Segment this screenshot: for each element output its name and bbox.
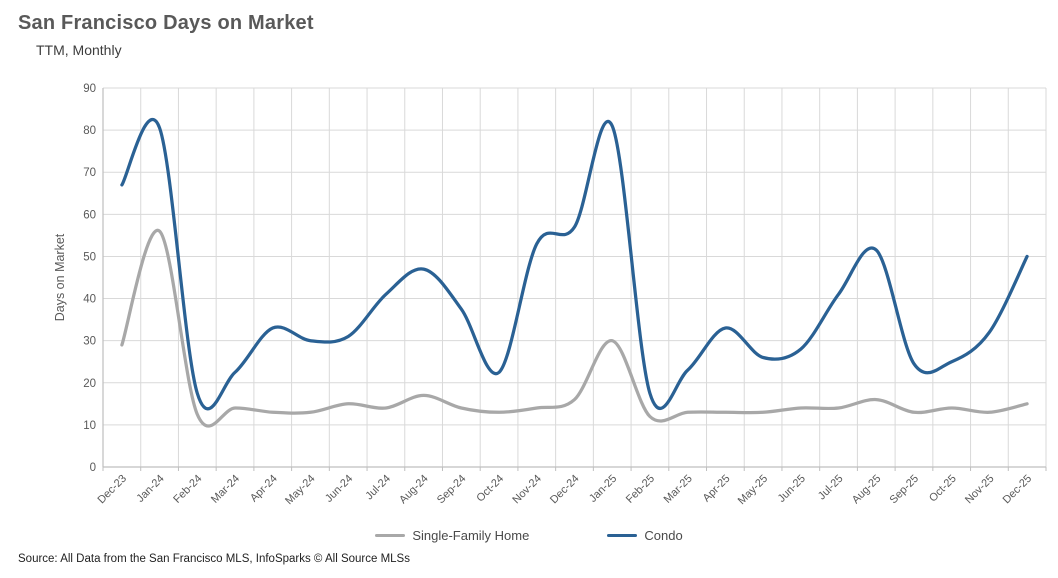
svg-text:70: 70 bbox=[83, 167, 96, 179]
svg-text:Jan-24: Jan-24 bbox=[134, 473, 166, 505]
svg-text:Jul-24: Jul-24 bbox=[363, 473, 393, 503]
single-family-home-line-swatch bbox=[375, 534, 406, 537]
single-family-home-line bbox=[120, 228, 1029, 428]
svg-text:80: 80 bbox=[83, 125, 96, 137]
condo-line-swatch bbox=[607, 534, 638, 537]
svg-text:May-24: May-24 bbox=[283, 473, 317, 507]
svg-text:Oct-24: Oct-24 bbox=[474, 473, 506, 505]
svg-text:Apr-24: Apr-24 bbox=[248, 473, 280, 505]
svg-text:Feb-24: Feb-24 bbox=[171, 473, 204, 506]
svg-text:10: 10 bbox=[83, 420, 96, 432]
svg-text:Dec-24: Dec-24 bbox=[548, 473, 582, 507]
condo-line bbox=[120, 117, 1029, 411]
svg-text:Nov-24: Nov-24 bbox=[510, 473, 544, 507]
svg-text:Apr-25: Apr-25 bbox=[701, 473, 733, 505]
page-subtitle: TTM, Monthly bbox=[36, 42, 122, 58]
svg-text:Mar-25: Mar-25 bbox=[662, 473, 695, 506]
svg-text:Dec-23: Dec-23 bbox=[95, 473, 129, 507]
svg-text:Sep-24: Sep-24 bbox=[435, 473, 469, 507]
svg-text:Aug-24: Aug-24 bbox=[397, 473, 431, 507]
svg-text:0: 0 bbox=[90, 462, 96, 474]
y-axis-labels: 0 10 20 30 40 50 60 70 80 90 bbox=[83, 83, 96, 474]
legend-label-condo: Condo bbox=[644, 528, 683, 543]
axes bbox=[102, 88, 1047, 471]
svg-text:40: 40 bbox=[83, 294, 96, 306]
svg-text:May-25: May-25 bbox=[736, 473, 770, 507]
svg-text:50: 50 bbox=[83, 251, 96, 263]
svg-text:Dec-25: Dec-25 bbox=[1001, 473, 1035, 507]
svg-text:Feb-25: Feb-25 bbox=[624, 473, 657, 506]
svg-text:30: 30 bbox=[83, 336, 96, 348]
svg-text:Jun-25: Jun-25 bbox=[776, 473, 808, 505]
svg-text:Mar-24: Mar-24 bbox=[209, 473, 242, 506]
svg-text:Sep-25: Sep-25 bbox=[888, 473, 922, 507]
svg-text:Aug-25: Aug-25 bbox=[850, 473, 884, 507]
legend-item-single-family-home: Single-Family Home bbox=[375, 528, 529, 543]
page-title: San Francisco Days on Market bbox=[18, 12, 314, 34]
chart-legend: Single-Family Home Condo bbox=[0, 528, 1058, 543]
svg-text:90: 90 bbox=[83, 83, 96, 95]
source-note: Source: All Data from the San Francisco … bbox=[18, 553, 410, 565]
svg-text:20: 20 bbox=[83, 378, 96, 390]
svg-text:Jul-25: Jul-25 bbox=[816, 473, 846, 503]
svg-text:Jan-25: Jan-25 bbox=[587, 473, 619, 505]
y-axis-title: Days on Market bbox=[53, 233, 67, 321]
legend-label-single-family-home: Single-Family Home bbox=[412, 528, 530, 543]
svg-text:Nov-25: Nov-25 bbox=[963, 473, 997, 507]
x-axis-labels: Dec-23 Jan-24 Feb-24 Mar-24 Apr-24 May-24 Jun-… bbox=[95, 473, 1034, 507]
svg-text:60: 60 bbox=[83, 209, 96, 221]
svg-text:Oct-25: Oct-25 bbox=[927, 473, 959, 505]
legend-item-condo: Condo bbox=[607, 528, 683, 543]
svg-text:Jun-24: Jun-24 bbox=[323, 473, 355, 505]
